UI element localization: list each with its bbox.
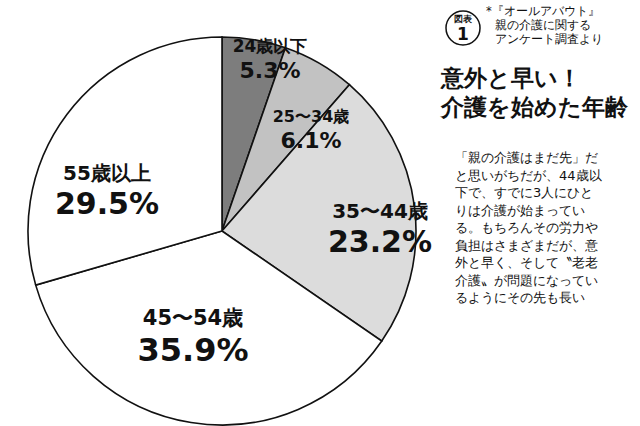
data-label: 5.3% — [239, 58, 300, 83]
data-label: 29.5% — [55, 186, 159, 221]
source-line: アンケート調査より — [495, 32, 603, 46]
annotation-line: 「親の介護はまだ先」だ — [455, 150, 598, 165]
source-line: *『オールアバウト』 — [486, 4, 600, 18]
source-note: *『オールアバウト』親の介護に関するアンケート調査より — [486, 4, 603, 46]
chart: 24歳以下5.3% 25〜34歳 6.1% 35〜44歳23.2% 45〜54歳35.9… — [0, 0, 640, 426]
data-label: 6.1% — [280, 128, 341, 153]
category-label: 35〜44歳 — [332, 199, 428, 223]
annotation-line: 介護〟が問題になってい — [455, 273, 598, 288]
category-label: 25〜34歳 — [273, 107, 350, 126]
annotation-line: 下で、すでに3人にひと — [455, 185, 593, 200]
data-label: 35.9% — [137, 331, 248, 369]
title-line: 介護を始めた年齢 — [439, 94, 629, 120]
annotation-line: るようにその先も長い — [455, 290, 585, 305]
badge-circle — [446, 11, 480, 45]
annotation-line: と思いがちだが、44歳以 — [455, 168, 602, 183]
badge-label: 図表 — [454, 14, 473, 24]
source-line: 親の介護に関する — [495, 18, 591, 32]
annotation-line: 外と早く、そして〝老老 — [455, 255, 598, 270]
category-label: 45〜54歳 — [143, 306, 243, 330]
title: 意外と早い！ 介護を始めた年齢 — [439, 65, 629, 120]
category-label: 24歳以下 — [233, 36, 308, 56]
slice-labels: 24歳以下5.3% 25〜34歳 6.1% 35〜44歳23.2% 45〜54歳35.9… — [55, 36, 432, 369]
badge-number: 1 — [457, 24, 469, 44]
title-line: 意外と早い！ — [440, 65, 581, 91]
annotation-line: りは介護が始まってい — [455, 203, 585, 218]
annotation-line: る。もちろんその労力や — [455, 220, 598, 235]
annotation: 「親の介護はまだ先」だと思いがちだが、44歳以下で、すでに3人にひとりは介護が始… — [455, 150, 602, 305]
category-label: 55歳以上 — [63, 161, 151, 185]
annotation-line: 負担はさまざまだが、意 — [455, 238, 598, 253]
slice — [28, 37, 222, 285]
data-label: 23.2% — [328, 224, 432, 259]
figure-badge: 図表1 — [446, 11, 480, 45]
